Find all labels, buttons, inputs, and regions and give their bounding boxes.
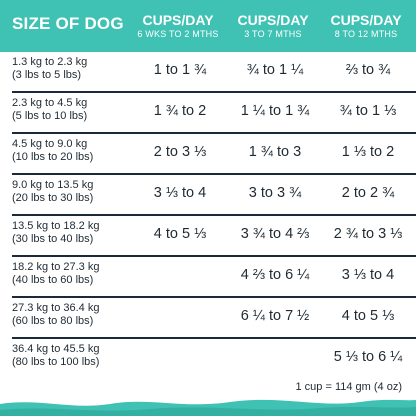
column-subtitle: 3 TO 7 MTHS [244, 29, 302, 39]
table-row: 18.2 kg to 27.3 kg (40 lbs to 60 lbs) 4 … [12, 257, 416, 298]
column-header-3-7mths: CUPS/DAY 3 TO 7 MTHS [228, 12, 318, 40]
dog-size-cell: 9.0 kg to 13.5 kg (20 lbs to 30 lbs) [12, 179, 132, 205]
size-lbs: (30 lbs to 40 lbs) [12, 233, 94, 245]
cups-6wks-2mths: 1 to 1 ¾ [153, 62, 207, 78]
size-of-dog-header: SIZE OF DOG [12, 14, 124, 33]
table-row: 27.3 kg to 36.4 kg (60 lbs to 80 lbs) 6 … [12, 298, 416, 339]
size-lbs: (10 lbs to 20 lbs) [12, 151, 94, 163]
table-row: 4.5 kg to 9.0 kg (10 lbs to 20 lbs) 2 to… [12, 134, 416, 175]
table-row: 36.4 kg to 45.5 kg (80 lbs to 100 lbs) 5… [12, 339, 416, 378]
column-subtitle: 6 WKS TO 2 MTHS [137, 29, 219, 39]
size-kg: 18.2 kg to 27.3 kg [12, 261, 100, 273]
dog-size-cell: 18.2 kg to 27.3 kg (40 lbs to 60 lbs) [12, 261, 132, 287]
cups-3-7mths: 1 ¼ to 1 ¾ [240, 103, 310, 119]
column-header-8-12mths: CUPS/DAY 8 TO 12 MTHS [318, 12, 414, 40]
column-title: CUPS/DAY [330, 12, 402, 28]
cups-8-12mths: ¾ to 1 ⅓ [339, 103, 397, 119]
cup-conversion-note: 1 cup = 114 gm (4 oz) [295, 381, 403, 393]
size-kg: 4.5 kg to 9.0 kg [12, 138, 88, 150]
column-title: CUPS/DAY [237, 12, 309, 28]
cups-8-12mths: 5 ⅓ to 6 ¼ [333, 349, 403, 365]
cups-8-12mths: 1 ⅓ to 2 [341, 144, 395, 160]
cups-6wks-2mths: 1 ¾ to 2 [153, 103, 207, 119]
size-lbs: (5 lbs to 10 lbs) [12, 110, 88, 122]
column-subtitle: 8 TO 12 MTHS [334, 29, 398, 39]
size-lbs: (40 lbs to 60 lbs) [12, 274, 94, 286]
cups-8-12mths: 4 to 5 ⅓ [341, 308, 395, 324]
size-lbs: (80 lbs to 100 lbs) [12, 356, 100, 368]
decorative-wave [0, 399, 416, 416]
size-lbs: (60 lbs to 80 lbs) [12, 315, 94, 327]
size-kg: 27.3 kg to 36.4 kg [12, 302, 100, 314]
table-row: 1.3 kg to 2.3 kg (3 lbs to 5 lbs) 1 to 1… [12, 52, 416, 93]
cups-3-7mths: 3 ¾ to 4 ⅔ [240, 226, 310, 242]
size-kg: 9.0 kg to 13.5 kg [12, 179, 94, 191]
table-row: 9.0 kg to 13.5 kg (20 lbs to 30 lbs) 3 ⅓… [12, 175, 416, 216]
size-kg: 1.3 kg to 2.3 kg [12, 56, 88, 68]
cups-8-12mths: 2 to 2 ¾ [341, 185, 395, 201]
dog-size-cell: 1.3 kg to 2.3 kg (3 lbs to 5 lbs) [12, 56, 132, 82]
size-kg: 36.4 kg to 45.5 kg [12, 343, 100, 355]
cups-3-7mths: 4 ⅔ to 6 ¼ [240, 267, 310, 283]
cups-3-7mths: 1 ¾ to 3 [248, 144, 302, 160]
column-header-6wks-2mths: CUPS/DAY 6 WKS TO 2 MTHS [130, 12, 226, 40]
table-row: 13.5 kg to 18.2 kg (30 lbs to 40 lbs) 4 … [12, 216, 416, 257]
table-header: SIZE OF DOG CUPS/DAY 6 WKS TO 2 MTHS CUP… [0, 0, 416, 52]
cups-8-12mths: ⅔ to ¾ [345, 62, 391, 78]
cups-6wks-2mths: 2 to 3 ⅓ [153, 144, 207, 160]
size-lbs: (3 lbs to 5 lbs) [12, 69, 82, 81]
table-row: 2.3 kg to 4.5 kg (5 lbs to 10 lbs) 1 ¾ t… [12, 93, 416, 134]
cups-6wks-2mths: 4 to 5 ⅓ [153, 226, 207, 242]
cups-3-7mths: 6 ¼ to 7 ½ [240, 308, 310, 324]
dog-size-cell: 4.5 kg to 9.0 kg (10 lbs to 20 lbs) [12, 138, 132, 164]
size-kg: 13.5 kg to 18.2 kg [12, 220, 100, 232]
cups-3-7mths: ¾ to 1 ¼ [246, 62, 304, 78]
size-kg: 2.3 kg to 4.5 kg [12, 97, 88, 109]
cups-3-7mths: 3 to 3 ¾ [248, 185, 302, 201]
dog-size-cell: 2.3 kg to 4.5 kg (5 lbs to 10 lbs) [12, 97, 132, 123]
cups-8-12mths: 2 ¾ to 3 ⅓ [333, 226, 403, 242]
dog-size-cell: 27.3 kg to 36.4 kg (60 lbs to 80 lbs) [12, 302, 132, 328]
cups-8-12mths: 3 ⅓ to 4 [341, 267, 395, 283]
dog-size-cell: 36.4 kg to 45.5 kg (80 lbs to 100 lbs) [12, 343, 132, 369]
size-lbs: (20 lbs to 30 lbs) [12, 192, 94, 204]
dog-size-cell: 13.5 kg to 18.2 kg (30 lbs to 40 lbs) [12, 220, 132, 246]
cups-6wks-2mths: 3 ⅓ to 4 [153, 185, 207, 201]
column-title: CUPS/DAY [142, 12, 214, 28]
table-body: 1.3 kg to 2.3 kg (3 lbs to 5 lbs) 1 to 1… [12, 52, 416, 378]
